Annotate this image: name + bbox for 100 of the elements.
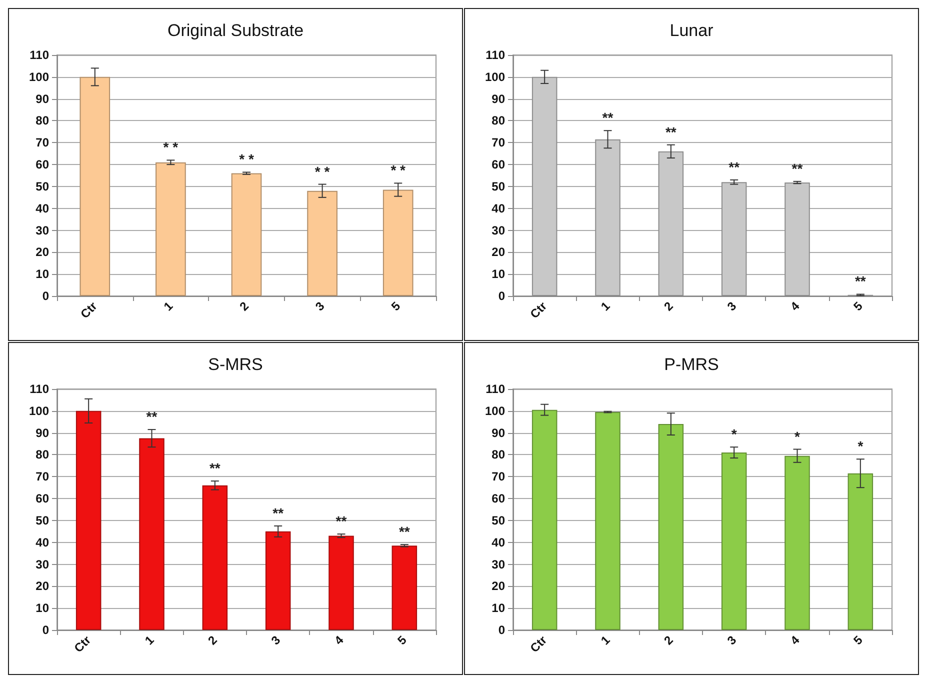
bar xyxy=(80,76,110,296)
data-label: * xyxy=(794,428,801,444)
data-label: ** xyxy=(336,513,348,530)
y-tick-label: 60 xyxy=(36,492,50,506)
x-tick-label: 4 xyxy=(788,632,802,648)
x-tick-label: 3 xyxy=(268,632,284,648)
y-tick-label: 10 xyxy=(492,601,506,616)
x-tick-label: 2 xyxy=(205,632,220,648)
bar xyxy=(848,473,874,630)
x-tick-label: 2 xyxy=(236,298,252,314)
x-tick-label: Ctr xyxy=(71,632,94,656)
x-tick-label: 5 xyxy=(394,632,410,648)
y-tick-label: 0 xyxy=(498,289,506,303)
y-tick-label: 100 xyxy=(484,70,506,84)
data-label: ** xyxy=(854,273,866,290)
y-tick-label: 20 xyxy=(36,579,50,594)
y-tick-label: 10 xyxy=(36,267,50,282)
y-tick-label: 80 xyxy=(492,448,506,462)
data-label: * * xyxy=(239,151,254,168)
y-tick-label: 40 xyxy=(36,201,50,216)
x-tick-label: Ctr xyxy=(527,298,550,322)
x-tick-label: 1 xyxy=(598,298,613,314)
x-tick-label: Ctr xyxy=(527,632,550,656)
bar xyxy=(231,173,262,296)
y-tick-label: 90 xyxy=(492,426,506,440)
x-tick-label: 4 xyxy=(788,298,802,314)
data-label: ** xyxy=(272,504,284,521)
y-tick-label: 50 xyxy=(36,179,50,194)
y-tick-label: 30 xyxy=(492,223,506,238)
bar xyxy=(392,546,418,630)
y-tick-label: 50 xyxy=(36,513,50,528)
x-tick-label: 5 xyxy=(388,298,404,314)
y-tick-label: 60 xyxy=(36,158,50,172)
x-tick-label: 5 xyxy=(850,298,866,314)
y-tick-label: 110 xyxy=(30,48,50,62)
y-tick-label: 50 xyxy=(492,513,506,528)
x-tick-label: 2 xyxy=(661,632,676,648)
bar xyxy=(784,456,810,630)
y-tick-label: 20 xyxy=(36,245,50,260)
y-tick-label: 10 xyxy=(492,267,506,282)
chart-title: Original Substrate xyxy=(167,21,304,40)
y-tick-label: 20 xyxy=(492,579,506,594)
bar xyxy=(532,410,558,630)
x-tick-label: Ctr xyxy=(78,298,100,322)
y-tick-label: 100 xyxy=(484,404,506,418)
y-tick-label: 30 xyxy=(492,557,506,572)
x-tick-label: 1 xyxy=(161,298,176,314)
data-label: ** xyxy=(728,158,740,175)
y-tick-label: 90 xyxy=(492,92,506,106)
y-tick-label: 20 xyxy=(492,245,506,260)
chart-title: P-MRS xyxy=(664,355,719,374)
y-tick-label: 10 xyxy=(36,601,50,616)
x-tick-label: 3 xyxy=(312,298,328,314)
data-label: * * xyxy=(314,163,330,180)
data-label: ** xyxy=(209,460,221,476)
data-label: ** xyxy=(792,160,804,176)
y-tick-label: 40 xyxy=(492,535,506,550)
y-tick-label: 70 xyxy=(36,136,50,150)
y-tick-label: 90 xyxy=(36,92,50,106)
y-tick-label: 40 xyxy=(36,535,50,550)
y-tick-label: 0 xyxy=(42,623,50,637)
bar xyxy=(156,162,186,296)
data-label: ** xyxy=(602,110,614,126)
y-tick-label: 110 xyxy=(486,48,506,62)
y-tick-label: 0 xyxy=(42,289,50,303)
y-tick-label: 110 xyxy=(486,382,506,396)
y-tick-label: 30 xyxy=(36,557,50,572)
y-tick-label: 30 xyxy=(36,223,50,238)
bar xyxy=(328,536,354,630)
y-tick-label: 90 xyxy=(36,426,50,440)
y-tick-label: 0 xyxy=(498,623,506,637)
data-label: * xyxy=(858,438,864,454)
y-tick-label: 50 xyxy=(492,179,506,194)
bar xyxy=(595,412,620,630)
chart-title: S-MRS xyxy=(208,355,263,374)
bar xyxy=(202,485,228,630)
bar xyxy=(139,438,164,630)
bar xyxy=(658,424,684,630)
x-tick-label: 5 xyxy=(850,632,866,648)
chart-title: Lunar xyxy=(670,21,714,40)
y-tick-label: 60 xyxy=(492,158,506,172)
y-tick-label: 70 xyxy=(36,470,50,484)
data-label: ** xyxy=(146,408,158,425)
data-label: * xyxy=(731,426,738,442)
y-tick-label: 80 xyxy=(36,448,50,462)
bar xyxy=(721,452,747,630)
data-label: * * xyxy=(163,139,179,156)
y-tick-label: 70 xyxy=(492,470,506,484)
bar xyxy=(307,190,338,296)
x-tick-label: 3 xyxy=(724,298,740,314)
y-tick-label: 110 xyxy=(30,382,50,396)
data-label: * * xyxy=(390,162,406,178)
x-tick-label: 1 xyxy=(142,632,157,648)
x-tick-label: 2 xyxy=(661,298,676,314)
x-tick-label: 4 xyxy=(332,632,346,648)
y-tick-label: 70 xyxy=(492,136,506,150)
y-tick-label: 40 xyxy=(492,201,506,216)
data-label: ** xyxy=(398,524,410,540)
y-tick-label: 100 xyxy=(28,404,50,418)
bar xyxy=(265,531,291,630)
